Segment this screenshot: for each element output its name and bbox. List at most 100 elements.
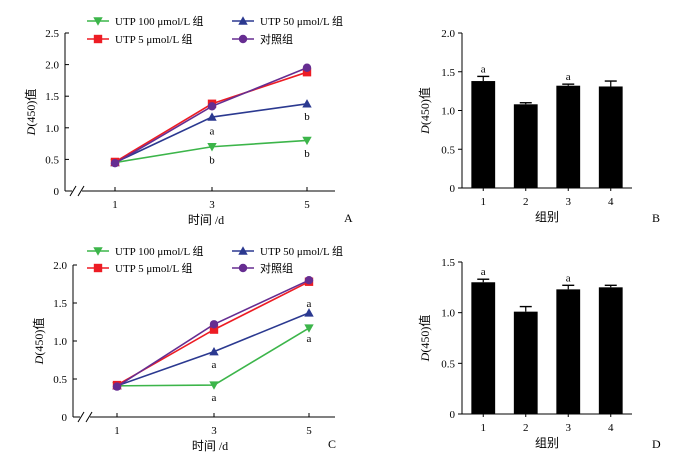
panel-a-x-tick-label: 3 (209, 199, 215, 211)
panel-c-legend-marker-4 (238, 263, 248, 273)
panel-a-y-tick-label: 1.5 (45, 91, 59, 103)
panel-d-x-tick-label: 3 (566, 422, 572, 434)
panel-b-x-tick-label: 2 (523, 196, 529, 208)
panel-d-y-tick-label: 0.5 (441, 358, 455, 370)
panel-c-series-4-point (304, 276, 314, 285)
panel-d-x-tick-label: 4 (608, 422, 614, 434)
panel-a-y-tick-label: 2.0 (45, 60, 59, 72)
panel-b-y-tick-label: 0 (450, 183, 456, 195)
panel-a-series-2-point (302, 99, 312, 108)
panel-b-label: B (652, 211, 660, 225)
panel-c-series-1-point (304, 324, 314, 333)
panel-c-series-4-point (112, 382, 122, 391)
panel-a-significance-label: a (210, 125, 215, 137)
panel-c-y-tick-label: 0.5 (53, 374, 67, 386)
panel-c-axis-break-mark (77, 411, 85, 423)
panel-a-series-4-point (110, 158, 120, 168)
panel-c-x-tick-label: 5 (306, 425, 312, 437)
panel-a-series-4-point (302, 63, 312, 72)
panel-d-x-axis-label: 组别 (535, 436, 559, 450)
panel-d-bar-chart: 0 0.5 1.0 1.5 1 2 3 4 a a 组别 D(450)值 (417, 257, 632, 450)
panel-a-significance-label: b (304, 111, 310, 123)
panel-a-axis-break-mark (77, 185, 85, 197)
panel-b-x-tick-label: 3 (566, 196, 572, 208)
panel-a-legend-marker-3 (93, 34, 103, 44)
panel-a-series-3-point (302, 67, 312, 77)
panel-a-y-tick-label: 0.5 (45, 154, 59, 166)
panel-d-significance-label: a (566, 272, 571, 284)
panel-b-bar-1 (471, 81, 496, 188)
panel-c-series-3-point (209, 325, 219, 334)
panel-a-legend-label-3: UTP 5 μmol/L 组 (115, 32, 193, 46)
panel-a-series-4-point (207, 102, 217, 111)
panel-c-series-2-point (304, 308, 314, 317)
panel-b-x-tick-label: 4 (608, 196, 614, 208)
panel-a-y-tick-label: 2.5 (45, 28, 59, 40)
panel-c-y-tick-label: 2.0 (53, 260, 67, 272)
panel-b-y-axis-label: D(450)值 (417, 87, 432, 135)
panel-a-x-tick-label: 1 (112, 199, 118, 211)
panel-a-legend-marker-2 (238, 16, 248, 25)
panel-c-y-tick-label: 1.0 (53, 336, 67, 348)
panel-a-significance-label: b (209, 154, 215, 166)
panel-a-x-axis-label: 时间 /d (188, 213, 224, 227)
panel-b-bar-2 (513, 104, 538, 188)
panel-c-legend-marker-2 (238, 246, 248, 255)
panel-b-bar-3 (556, 85, 581, 188)
panel-a-y-axis-label: D(450)值 (23, 89, 38, 137)
panel-a-x-tick-label: 5 (304, 199, 310, 211)
panel-c-line-chart: 0 0.5 1.0 1.5 2.0 1 3 5 时间 /d D(450)值 a a a a UTP 100 … (31, 244, 343, 453)
panel-a-line-chart: 0 0.5 1.0 1.5 2.0 2.5 1 3 5 时间 /d D(450)值 a b b b UTP 1… (23, 14, 343, 227)
panel-a-significance-label: b (304, 148, 310, 160)
panel-c-y-tick-label: 0 (62, 412, 68, 424)
panel-b-y-tick-label: 2.0 (441, 28, 455, 40)
panel-d-y-tick-label: 1.0 (441, 308, 455, 320)
panel-c-series-4-point (209, 320, 219, 329)
panel-a-legend-marker-4 (238, 34, 248, 44)
panel-d-x-tick-label: 2 (523, 422, 529, 434)
panel-b-y-tick-label: 1.5 (441, 67, 455, 79)
panel-c-axis-break-mark (85, 411, 93, 423)
panel-b-x-axis-label: 组别 (535, 210, 559, 224)
panel-a-legend-label-4: 对照组 (260, 32, 293, 46)
panel-c-significance-label: a (212, 359, 217, 371)
panel-b-x-tick-label: 1 (481, 196, 487, 208)
panel-c-series-1-point (209, 381, 219, 390)
panel-d-x-tick-label: 1 (481, 422, 487, 434)
panel-c-legend-label-2: UTP 50 μmol/L 组 (260, 244, 343, 258)
panel-b-y-tick-label: 0.5 (441, 144, 455, 156)
panel-d-y-tick-label: 1.5 (441, 257, 455, 269)
panel-c-significance-label: a (212, 392, 217, 404)
panel-d-y-tick-label: 0 (450, 409, 456, 421)
panel-c-x-tick-label: 1 (114, 425, 120, 437)
panel-a-series-1-point (207, 143, 217, 152)
panel-a-series-1-point (302, 136, 312, 146)
panel-c-series-line-1 (116, 327, 310, 387)
panel-a-legend-marker-1 (93, 17, 103, 26)
panel-a-legend-label-1: UTP 100 μmol/L 组 (115, 14, 204, 28)
panel-d-bar-2 (513, 311, 538, 414)
panel-c-y-axis-label: D(450)值 (31, 318, 46, 366)
panel-b-bar-4 (598, 86, 623, 188)
panel-c-legend-label-3: UTP 5 μmol/L 组 (115, 261, 193, 275)
panel-d-label: D (652, 437, 661, 451)
panel-c-axis-break-gap (80, 414, 90, 420)
panel-a-series-2-point (207, 112, 217, 121)
panel-c-x-axis-label: 时间 /d (192, 439, 228, 453)
panel-b-bar-chart: 0 0.5 1.0 1.5 2.0 1 2 3 4 a a 组别 D(450)值 (417, 28, 632, 224)
panel-d-bar-1 (471, 282, 496, 414)
panel-a-axis-break-mark (69, 185, 77, 197)
panel-c-series-2-point (209, 346, 219, 356)
panel-d-bar-4 (598, 287, 623, 414)
panel-a-y-tick-label: 1.0 (45, 123, 59, 135)
panel-a-axis-break-gap (72, 188, 82, 194)
panel-c-legend-label-1: UTP 100 μmol/L 组 (115, 244, 204, 258)
panel-c-significance-label: a (307, 298, 312, 310)
panel-a-label: A (344, 211, 353, 225)
panel-b-significance-label: a (566, 71, 571, 83)
panel-c-x-tick-label: 3 (211, 425, 217, 437)
panel-a-y-tick-label: 0 (54, 186, 60, 198)
panel-a-legend-label-2: UTP 50 μmol/L 组 (260, 14, 343, 28)
panel-c-legend-marker-3 (93, 263, 103, 273)
